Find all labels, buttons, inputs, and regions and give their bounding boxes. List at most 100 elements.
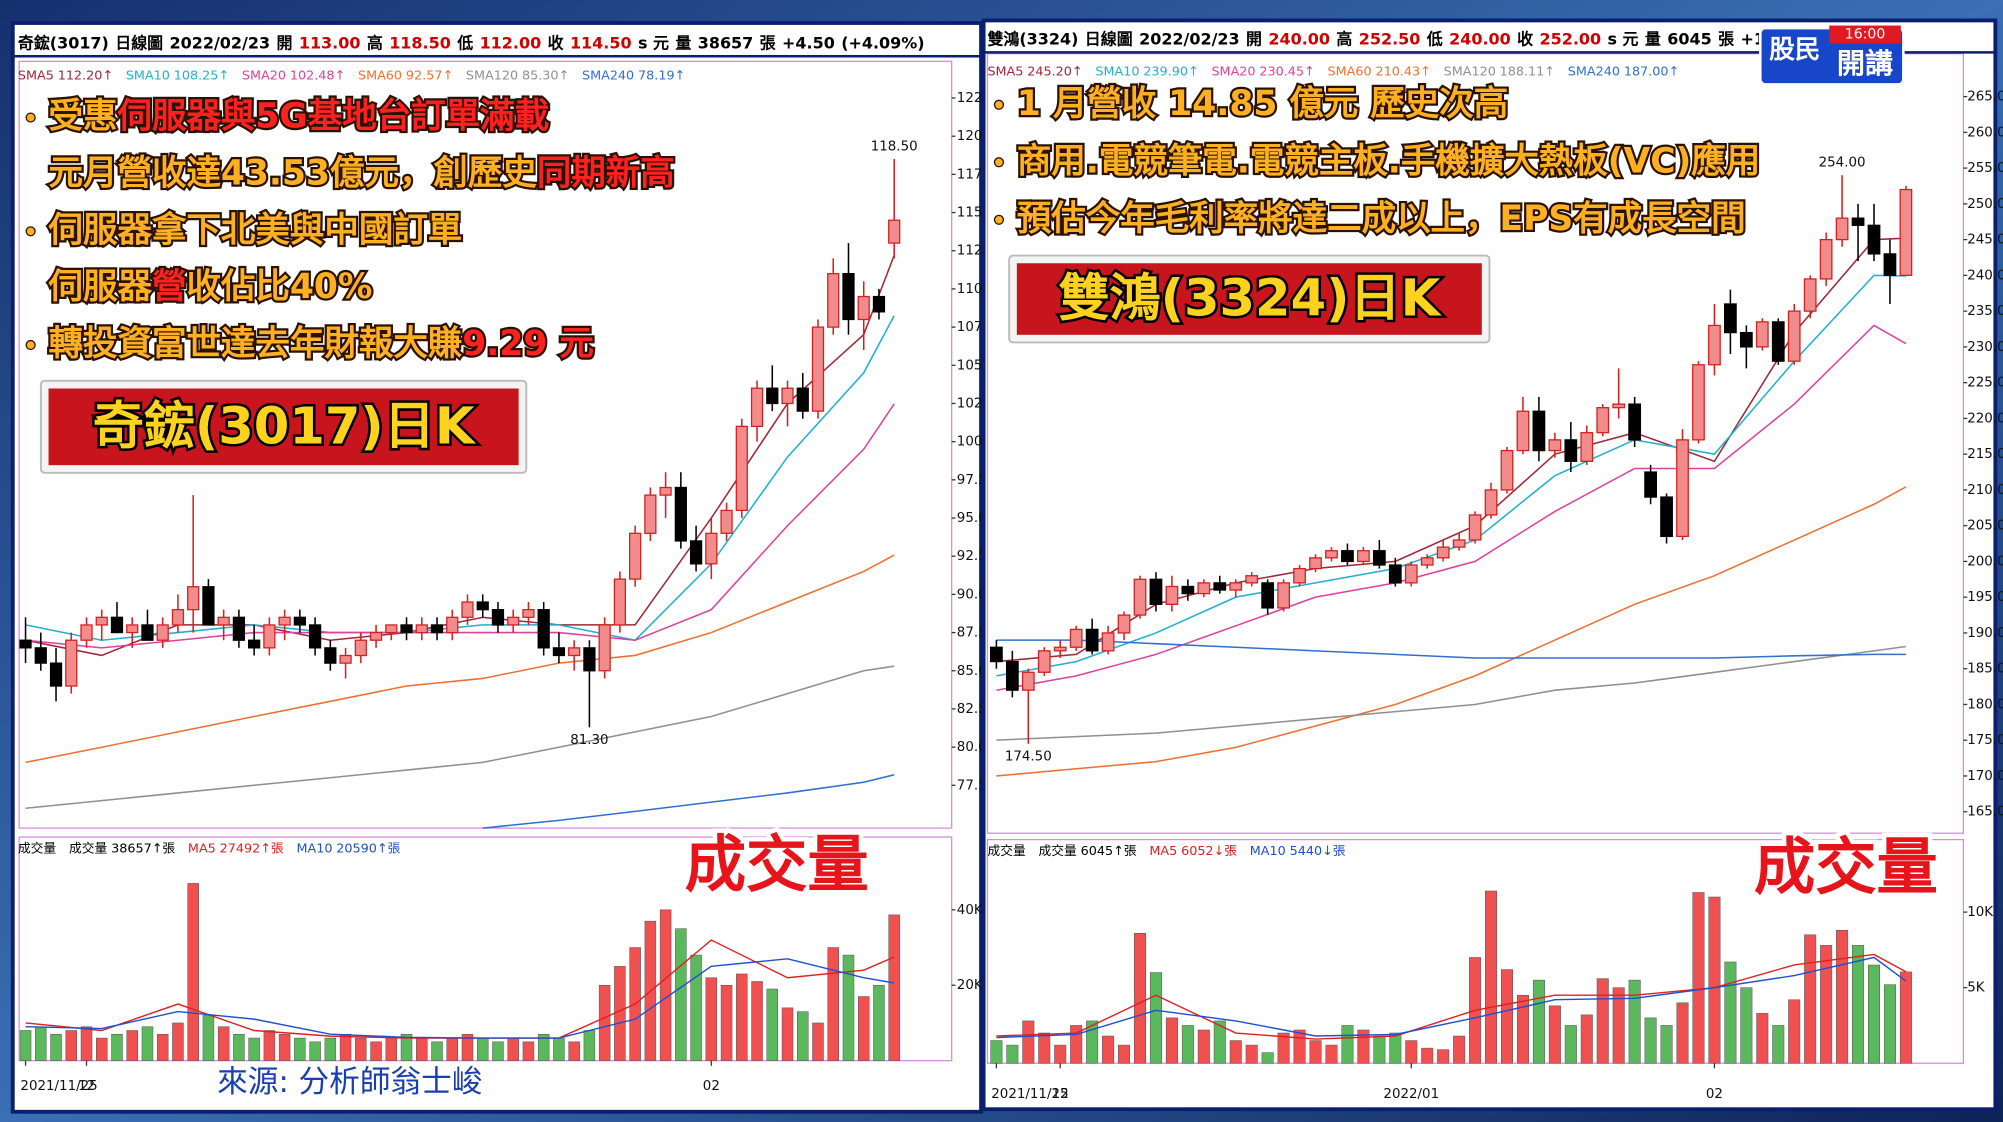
volume-bar	[1038, 1032, 1051, 1064]
y-tick-label: 265.0	[1967, 90, 2003, 105]
volume-name: 成交量	[1039, 843, 1078, 859]
candle-body	[827, 273, 840, 328]
volume-bar	[598, 984, 611, 1061]
volume-bar	[568, 1041, 580, 1061]
candle-body	[1899, 188, 1913, 277]
header-item: 高	[367, 33, 383, 52]
header-item: 240.00	[1268, 29, 1330, 48]
volume-bar	[1261, 1052, 1274, 1064]
candle-body	[19, 639, 32, 649]
note-segment: 受惠	[49, 96, 118, 136]
candle-body	[385, 624, 398, 634]
candle-body	[750, 387, 764, 428]
volume-name: 成交量	[69, 840, 108, 856]
volume-bar	[1724, 961, 1737, 1064]
y-tick-label: 82.5	[957, 702, 987, 717]
header-item: +4.50	[782, 33, 835, 52]
y-tick-label: 245.0	[1967, 233, 2003, 248]
note: 轉投資富世達去年財報大賺9.29 元	[49, 324, 594, 364]
candle-body	[1245, 575, 1259, 584]
volume-ma-name: MA5	[1149, 844, 1177, 859]
candle-body	[1532, 410, 1546, 452]
candle-body	[659, 486, 672, 496]
header-item: 2022/02/23	[1139, 29, 1240, 48]
volume-ma-name: MA10	[1250, 844, 1286, 859]
candle-body	[156, 624, 169, 641]
volume-bar	[1660, 1025, 1673, 1064]
candle-body	[354, 639, 367, 657]
volume-bar	[217, 1026, 230, 1061]
header-item: 開	[276, 33, 292, 52]
candle-body	[1436, 546, 1450, 559]
ma-legend-name: SMA5	[987, 64, 1023, 79]
note-segment: 元月營收達43.53億元，創歷史	[49, 153, 538, 193]
candle-body	[613, 578, 627, 626]
title-box	[1016, 263, 1482, 335]
volume-bar	[400, 1034, 413, 1061]
volume-bar	[583, 1030, 596, 1061]
y-tick-label: 170.0	[1967, 769, 2003, 784]
volume-bar	[1564, 1025, 1577, 1064]
volume-ma-value: 20590↑張	[336, 841, 400, 856]
volume-bar	[1676, 1002, 1689, 1064]
candle-body	[990, 646, 1003, 663]
volume-bar	[1022, 1020, 1035, 1064]
candle-body	[1787, 310, 1801, 362]
candle-body	[1580, 432, 1594, 462]
volume-bar	[1245, 1044, 1258, 1064]
volume-bar	[1836, 929, 1849, 1064]
candle-body	[1117, 614, 1131, 634]
ma-legend: SMA5 245.20↑ SMA10 239.90↑ SMA20 230.45↑ SMA60…	[987, 64, 1679, 79]
y-tick-label: 90.0	[957, 587, 987, 602]
y-tick-label: 85.0	[957, 664, 987, 679]
header-item: 118.50	[389, 33, 451, 52]
volume-bar	[1006, 1044, 1019, 1064]
candle-body	[1660, 496, 1673, 538]
candle-body	[369, 631, 383, 641]
volume-bar	[1102, 1035, 1115, 1064]
header-item: 2022/02/23	[170, 33, 271, 52]
volume-bar	[812, 1022, 824, 1061]
volume-title: 成交量	[18, 840, 57, 856]
note-segment: 預估今年毛利率將達二成以上，EPS有成長空間	[1017, 198, 1746, 238]
candle-body	[415, 624, 428, 634]
volume-bar	[553, 1037, 565, 1061]
candle-body	[1564, 439, 1578, 462]
volume-callout: 成交量	[685, 830, 869, 901]
candle-body	[1708, 324, 1721, 366]
candle-body	[1468, 514, 1482, 541]
header-item: 240.00	[1449, 29, 1511, 48]
volume-bar	[1692, 892, 1705, 1064]
volume-bar	[1756, 1013, 1769, 1064]
ma-legend-value: 230.45↑	[1259, 64, 1314, 79]
candle-body	[629, 532, 642, 580]
ma-line	[25, 554, 895, 764]
volume-bar	[537, 1034, 550, 1061]
candle-body	[598, 624, 611, 672]
volume-bar	[690, 954, 702, 1061]
candle-body	[1867, 224, 1881, 255]
note-segment: 伺服器	[48, 267, 153, 307]
title-box	[48, 388, 519, 466]
candle-body	[248, 639, 261, 649]
volume-bar	[1580, 1014, 1593, 1064]
logo-text-1: 股民	[1769, 35, 1820, 65]
candle-body	[1548, 439, 1562, 452]
candle-body	[1372, 550, 1386, 566]
volume-legend: 成交量 成交量 38657↑張 MA5 27492↑張 MA10 20590↑張	[18, 840, 401, 856]
volume-bar	[1197, 1029, 1210, 1064]
volume-bar	[1165, 1017, 1178, 1064]
header-item: (+4.09%)	[841, 33, 924, 52]
ma-legend-value: 239.90↑	[1143, 64, 1198, 79]
candle-body	[1309, 557, 1322, 570]
candle-body	[522, 609, 535, 618]
candle-body	[552, 647, 566, 657]
volume-bar	[96, 1037, 108, 1061]
candle-body	[1404, 564, 1418, 584]
header-item: 114.50	[570, 33, 632, 52]
y-tick-label: 230.0	[1967, 340, 2003, 355]
volume-bar	[141, 1026, 154, 1061]
candle-body	[1516, 410, 1530, 452]
x-tick-label: 02	[1706, 1087, 1723, 1102]
